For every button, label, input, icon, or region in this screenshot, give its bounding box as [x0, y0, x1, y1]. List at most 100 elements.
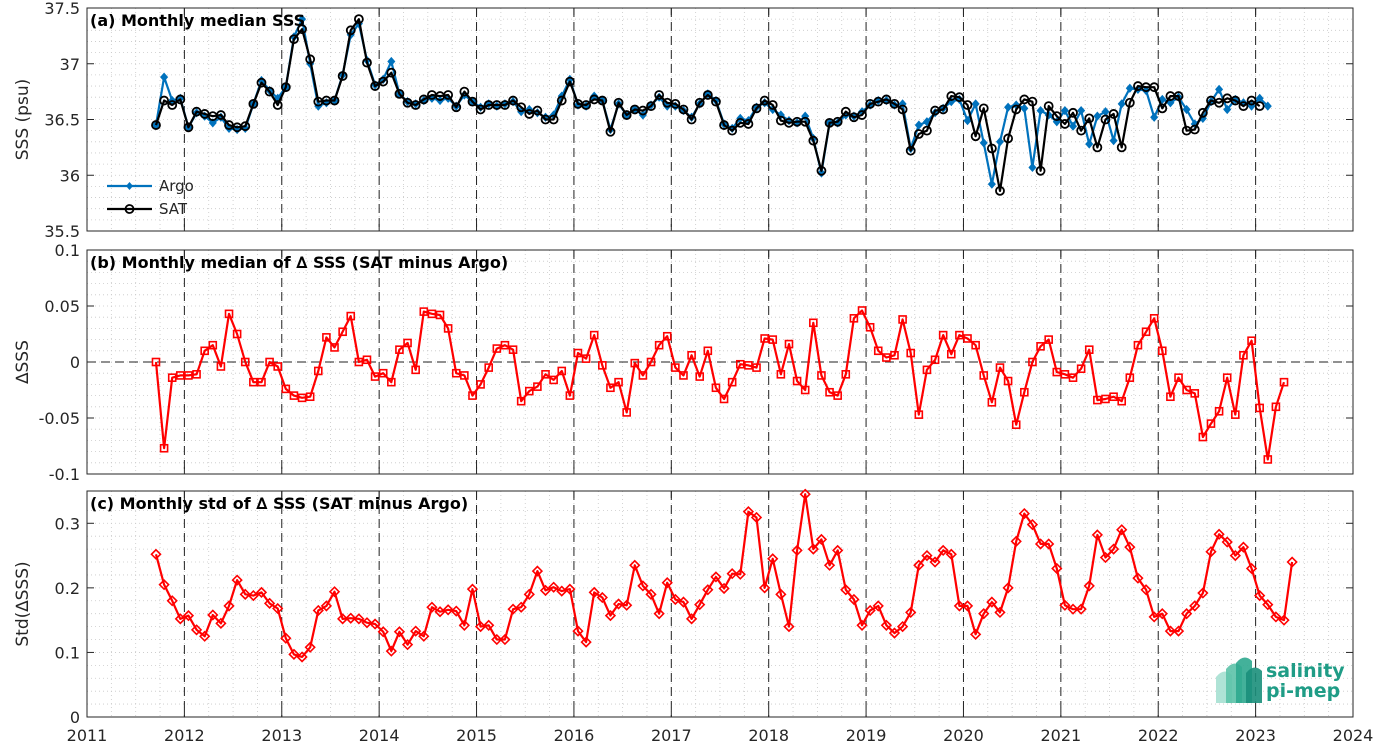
- data-point: [744, 361, 753, 370]
- data-point: [207, 609, 219, 621]
- data-point: [1239, 350, 1248, 360]
- data-point: [280, 632, 292, 644]
- data-point: [345, 612, 357, 624]
- panel-a: 35.5 36 36.5 37 37.5 SSS (psu) (a) Monthly med…: [13, 0, 1354, 241]
- data-point: [1116, 524, 1128, 536]
- data-point: [1271, 402, 1281, 412]
- data-point: [435, 310, 445, 320]
- data-point: [832, 544, 844, 557]
- data-point: [1085, 139, 1094, 149]
- data-point: [484, 363, 494, 372]
- data-point: [978, 608, 990, 620]
- data-point: [1010, 535, 1022, 547]
- data-point: [176, 371, 185, 380]
- data-point: [930, 355, 940, 365]
- data-point: [256, 77, 267, 88]
- x-tick-label: 2013: [261, 726, 302, 745]
- data-point: [840, 106, 851, 117]
- series-line: [154, 493, 1294, 658]
- series-delta: [150, 488, 1298, 663]
- data-point: [937, 544, 949, 557]
- data-point: [1002, 582, 1014, 594]
- data-point: [167, 373, 177, 382]
- data-point: [995, 137, 1005, 147]
- data-point: [961, 600, 974, 612]
- data-point: [395, 345, 404, 354]
- data-point: [524, 109, 535, 119]
- y-tick-label: 0: [70, 353, 80, 372]
- minor-grid: [87, 491, 1353, 717]
- data-point: [281, 384, 291, 394]
- x-tick-label: 2024: [1333, 726, 1374, 745]
- data-point: [458, 619, 470, 631]
- x-tick-label: 2014: [359, 726, 400, 745]
- data-point: [492, 344, 502, 353]
- data-point: [1051, 562, 1063, 575]
- data-point: [1255, 403, 1264, 413]
- legend-label: Argo: [159, 177, 194, 195]
- data-point: [272, 602, 284, 615]
- x-tick-label: 2017: [651, 726, 692, 745]
- data-point: [703, 346, 713, 356]
- data-point: [1036, 105, 1045, 116]
- data-point: [450, 605, 462, 617]
- data-point: [182, 609, 195, 622]
- data-point: [986, 143, 997, 154]
- data-point: [1223, 104, 1232, 115]
- data-point: [1245, 562, 1258, 575]
- data-point: [532, 105, 543, 116]
- data-point: [1254, 589, 1266, 602]
- data-point: [1116, 142, 1127, 153]
- y-tick-label: 35.5: [44, 222, 80, 241]
- data-point: [637, 580, 649, 592]
- data-point: [1140, 584, 1152, 596]
- data-point: [759, 582, 771, 594]
- data-point: [353, 613, 365, 625]
- data-point: [768, 335, 778, 344]
- data-point: [873, 346, 883, 356]
- series-sat: [151, 14, 1265, 196]
- data-point: [183, 122, 194, 133]
- data-point: [426, 601, 438, 613]
- legend-item: SAT: [107, 200, 188, 218]
- data-point: [1076, 125, 1087, 136]
- data-point: [580, 636, 592, 648]
- data-point: [265, 357, 274, 367]
- minor-grid: [87, 8, 1353, 231]
- data-point: [304, 641, 316, 653]
- series-line: [154, 309, 1286, 461]
- data-point: [329, 95, 340, 106]
- data-point: [775, 588, 787, 600]
- data-point: [338, 327, 347, 337]
- data-point: [387, 56, 396, 67]
- data-point: [1036, 342, 1045, 351]
- data-point: [1286, 556, 1298, 568]
- data-point: [160, 72, 169, 82]
- data-point: [1108, 109, 1119, 119]
- data-point: [1011, 420, 1021, 430]
- data-point: [606, 383, 615, 393]
- data-point: [451, 368, 461, 378]
- data-point: [158, 578, 170, 591]
- data-point: [767, 100, 778, 110]
- data-point: [711, 96, 721, 107]
- data-point: [742, 506, 755, 518]
- data-point: [760, 334, 769, 343]
- data-point: [1221, 536, 1233, 548]
- data-point: [889, 98, 900, 109]
- data-point: [1238, 101, 1249, 112]
- data-point: [216, 110, 226, 120]
- year-lines: [183, 8, 1257, 231]
- data-point: [297, 393, 307, 403]
- data-point: [1157, 103, 1168, 114]
- data-point: [378, 76, 389, 87]
- data-point: [345, 25, 356, 36]
- data-point: [898, 315, 907, 324]
- data-point: [897, 104, 908, 115]
- data-point: [978, 103, 989, 114]
- panel-b: -0.1 -0.05 0 0.05 0.1 ∆SSS (b) Monthly median …: [13, 241, 1354, 484]
- data-point: [491, 633, 503, 646]
- data-point: [313, 366, 323, 376]
- x-tick-label: 2021: [1040, 726, 1081, 745]
